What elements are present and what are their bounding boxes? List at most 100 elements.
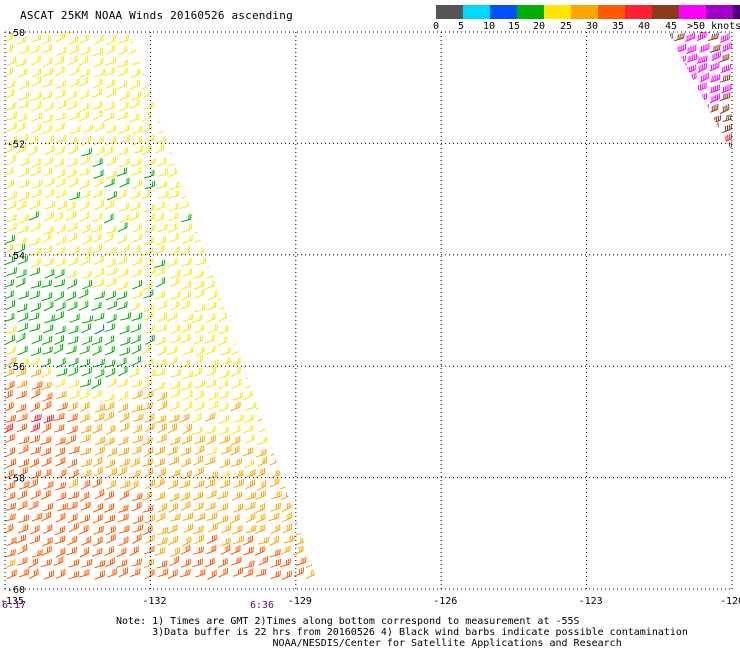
wind-barb — [29, 446, 42, 455]
wind-barb — [270, 101, 282, 111]
wind-barb-shape — [91, 212, 103, 222]
wind-barb — [55, 301, 66, 312]
wind-barb-shape — [230, 424, 241, 435]
wind-barb-shape — [719, 53, 730, 63]
wind-barb — [243, 55, 254, 65]
wind-barb-shape — [104, 546, 114, 557]
wind-barb-shape — [67, 301, 78, 312]
wind-barb-shape — [17, 322, 28, 333]
wind-barb-shape — [44, 177, 55, 188]
wind-barb-shape — [5, 380, 15, 391]
wind-barb — [155, 98, 166, 109]
wind-barb-shape — [41, 422, 52, 434]
wind-barb — [217, 291, 229, 301]
wind-barb-shape — [193, 355, 203, 366]
wind-barb-shape — [157, 423, 168, 434]
wind-barb — [255, 467, 266, 479]
wind-barb — [69, 44, 80, 55]
wind-barb — [132, 533, 142, 544]
wind-barb-shape — [192, 45, 204, 54]
wind-barb-shape — [217, 490, 229, 500]
wind-barb-shape — [206, 224, 217, 234]
wind-barb — [258, 56, 270, 66]
wind-barb-shape — [155, 512, 166, 523]
wind-barb — [220, 544, 231, 555]
wind-barb — [686, 22, 699, 31]
wind-barb — [219, 347, 232, 356]
wind-barb-shape — [67, 278, 77, 290]
wind-barb — [169, 401, 180, 412]
wind-barb — [17, 544, 28, 555]
wind-barb-shape — [205, 345, 216, 355]
wind-barb-shape — [5, 481, 15, 491]
note-line-1: Note: 1) Times are GMT 2)Times along bot… — [116, 616, 580, 627]
wind-barb-shape — [156, 180, 168, 189]
wind-barb — [5, 66, 13, 78]
wind-barb-shape — [306, 43, 317, 54]
wind-barb — [169, 513, 181, 522]
wind-barb — [65, 211, 76, 221]
wind-barb — [194, 390, 204, 401]
wind-barb-shape — [41, 346, 53, 355]
wind-barb-shape — [156, 45, 168, 55]
wind-barb-shape — [294, 179, 306, 189]
wind-barb-shape — [294, 221, 305, 232]
wind-barb — [220, 524, 232, 534]
wind-barb — [28, 237, 40, 246]
wind-barb-shape — [92, 536, 103, 547]
colorbar-swatch-1 — [463, 5, 490, 19]
wind-barb-shape — [56, 491, 67, 502]
wind-barb — [67, 336, 79, 345]
wind-barb — [157, 503, 168, 513]
wind-barb-shape — [156, 324, 168, 333]
wind-barb-shape — [218, 311, 229, 322]
wind-barb — [218, 32, 228, 34]
wind-barb-shape — [157, 312, 168, 323]
wind-barb-shape — [92, 423, 103, 434]
wind-barb — [257, 233, 268, 243]
wind-barb-shape — [105, 290, 116, 301]
wind-barb-shape — [181, 223, 192, 233]
wind-barb — [53, 412, 65, 422]
wind-barb — [255, 503, 266, 514]
wind-barb-shape — [246, 44, 256, 55]
wind-barb — [257, 456, 268, 467]
wind-barb — [28, 145, 38, 157]
wind-barb-shape — [106, 300, 118, 310]
wind-barb — [230, 436, 241, 446]
wind-barb — [243, 235, 255, 244]
wind-barb-shape — [279, 21, 292, 30]
wind-barb-shape — [143, 467, 154, 479]
wind-barb-shape — [31, 112, 43, 122]
wind-barb-shape — [218, 32, 228, 34]
wind-barb-shape — [282, 57, 294, 67]
wind-barb — [40, 357, 51, 368]
wind-barb-shape — [68, 177, 79, 188]
wind-barb — [15, 332, 26, 343]
wind-barb — [233, 336, 245, 345]
wind-barb-shape — [170, 45, 182, 54]
wind-barb-shape — [154, 446, 165, 456]
wind-barb-shape — [711, 51, 721, 62]
wind-barb — [168, 124, 180, 133]
wind-barb — [688, 144, 700, 150]
colorbar-swatch-4 — [544, 5, 571, 19]
wind-barb-shape — [5, 44, 14, 55]
wind-barb — [231, 34, 243, 43]
wind-barb-shape — [68, 446, 80, 455]
wind-barb — [180, 213, 192, 223]
wind-barb — [92, 109, 103, 121]
wind-barb — [229, 513, 240, 524]
wind-barb-shape — [699, 72, 710, 83]
wind-barb — [245, 22, 258, 30]
wind-barb — [233, 245, 244, 255]
wind-barb — [293, 278, 304, 289]
wind-barb — [182, 45, 193, 56]
wind-barb-shape — [30, 302, 41, 312]
wind-barb-shape — [106, 467, 118, 478]
wind-barb — [220, 45, 232, 55]
wind-barb-shape — [231, 224, 243, 233]
wind-barb — [168, 190, 180, 199]
wind-barb-shape — [195, 112, 207, 122]
wind-barb-shape — [167, 569, 178, 579]
